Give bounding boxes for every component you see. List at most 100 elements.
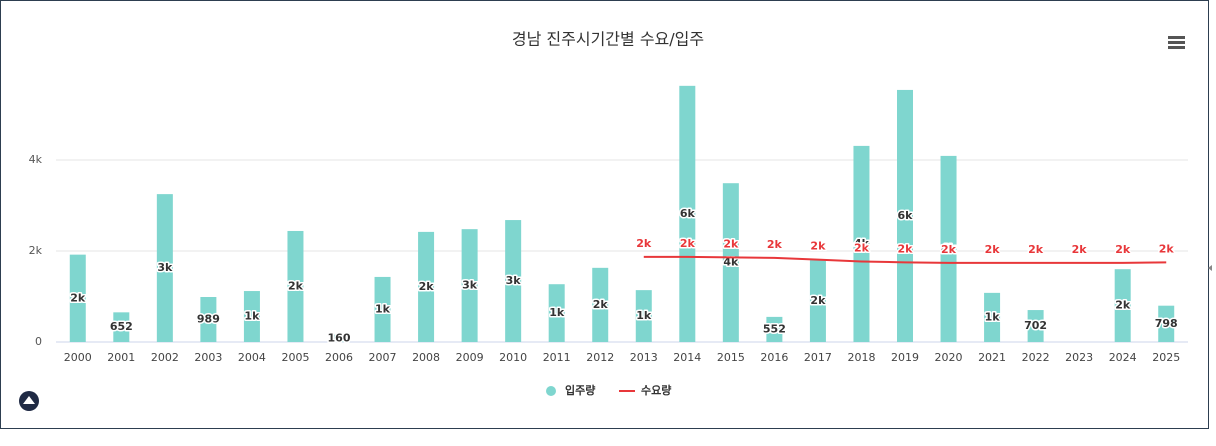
data-label: 798: [1155, 317, 1178, 330]
frame: [0, 0, 1209, 429]
chart-title: 경남 진주시기간별 수요/입주: [512, 30, 704, 49]
bar: [897, 89, 913, 343]
bar: [287, 230, 304, 342]
x-tick-label: 2018: [847, 351, 875, 364]
data-label: 2k: [810, 294, 826, 307]
x-tick-label: 2015: [717, 351, 745, 364]
bar: [374, 276, 391, 342]
x-tick-label: 2011: [543, 351, 571, 364]
data-label: 2k: [1115, 243, 1131, 256]
scroll-arrow: [1208, 265, 1212, 271]
x-tick-label: 2017: [804, 351, 832, 364]
x-tick-label: 2010: [499, 351, 527, 364]
data-label: 2k: [70, 291, 86, 304]
data-label: 4k: [941, 242, 957, 255]
data-label: 2k: [288, 279, 304, 292]
x-tick-label: 2003: [194, 351, 222, 364]
bar: [984, 292, 1001, 342]
x-tick-label: 2009: [456, 351, 484, 364]
data-label: 2k: [723, 237, 739, 250]
bar: [722, 183, 739, 342]
bar: [809, 260, 826, 342]
data-label: 3k: [462, 279, 478, 292]
x-tick-label: 2024: [1109, 351, 1137, 364]
bar: [505, 220, 522, 342]
data-label: 652: [110, 320, 133, 333]
data-label: 3k: [506, 274, 522, 287]
data-label: 2k: [1072, 243, 1088, 256]
bar: [200, 297, 217, 342]
menu-icon[interactable]: [1168, 36, 1185, 49]
x-tick-label: 2012: [586, 351, 614, 364]
x-tick-label: 2023: [1065, 351, 1093, 364]
legend-label: 입주량: [565, 384, 595, 397]
data-label: 2k: [898, 242, 914, 255]
bar: [635, 290, 652, 342]
data-label: 2k: [1028, 243, 1044, 256]
data-label: 2k: [810, 240, 826, 253]
data-label: 2k: [419, 280, 435, 293]
bar: [592, 267, 609, 342]
y-tick-label: 4k: [29, 153, 43, 166]
data-label: 989: [197, 313, 220, 326]
logo-mark: [23, 396, 35, 404]
bar: [766, 316, 783, 342]
x-tick-label: 2008: [412, 351, 440, 364]
legend-label: 수요량: [641, 384, 671, 397]
line: [643, 255, 1167, 264]
data-label: 1k: [549, 306, 565, 319]
data-label: 1k: [375, 302, 391, 315]
x-tick-label: 2006: [325, 351, 353, 364]
data-label: 552: [763, 322, 786, 335]
bar: [418, 231, 435, 342]
data-label: 4k: [854, 237, 870, 250]
bar: [1158, 305, 1175, 342]
x-tick-label: 2007: [369, 351, 397, 364]
data-label: 2k: [593, 298, 609, 311]
data-label: 2k: [1159, 242, 1175, 255]
bar: [113, 312, 130, 342]
bar: [243, 291, 260, 342]
legend-swatch: [546, 386, 556, 396]
bar: [331, 334, 347, 342]
x-tick-label: 2019: [891, 351, 919, 364]
data-label: 1k: [636, 309, 652, 322]
x-tick-label: 2002: [151, 351, 179, 364]
data-label: 2k: [636, 237, 652, 250]
bar: [156, 194, 173, 342]
bar: [679, 85, 696, 343]
data-label: 1k: [244, 310, 260, 323]
x-tick-label: 2025: [1152, 351, 1180, 364]
data-label: 2k: [985, 243, 1001, 256]
x-tick-label: 2005: [281, 351, 309, 364]
data-label: 702: [1024, 319, 1047, 332]
x-tick-label: 2001: [107, 351, 135, 364]
bar: [853, 145, 870, 342]
data-label: 2k: [680, 237, 696, 250]
data-label: 2k: [1115, 299, 1131, 312]
bar: [548, 284, 565, 342]
bar: [1114, 269, 1131, 342]
data-label: 6k: [680, 207, 696, 220]
x-tick-label: 2014: [673, 351, 701, 364]
data-label: 1k: [985, 310, 1001, 323]
y-tick-label: 0: [35, 335, 42, 348]
x-tick-label: 2016: [760, 351, 788, 364]
y-tick-label: 2k: [29, 244, 43, 257]
x-tick-label: 2020: [935, 351, 963, 364]
bar: [1027, 310, 1044, 342]
data-label: 2k: [854, 241, 870, 254]
data-label: 6k: [898, 209, 914, 222]
bar: [461, 229, 478, 342]
x-tick-label: 2000: [64, 351, 92, 364]
x-tick-label: 2021: [978, 351, 1006, 364]
bar: [940, 155, 957, 342]
x-tick-label: 2013: [630, 351, 658, 364]
data-label: 3k: [157, 261, 173, 274]
x-tick-label: 2022: [1022, 351, 1050, 364]
x-tick-label: 2004: [238, 351, 266, 364]
data-label: 2k: [941, 243, 957, 256]
data-label: 160: [328, 331, 351, 344]
bar: [69, 254, 86, 342]
